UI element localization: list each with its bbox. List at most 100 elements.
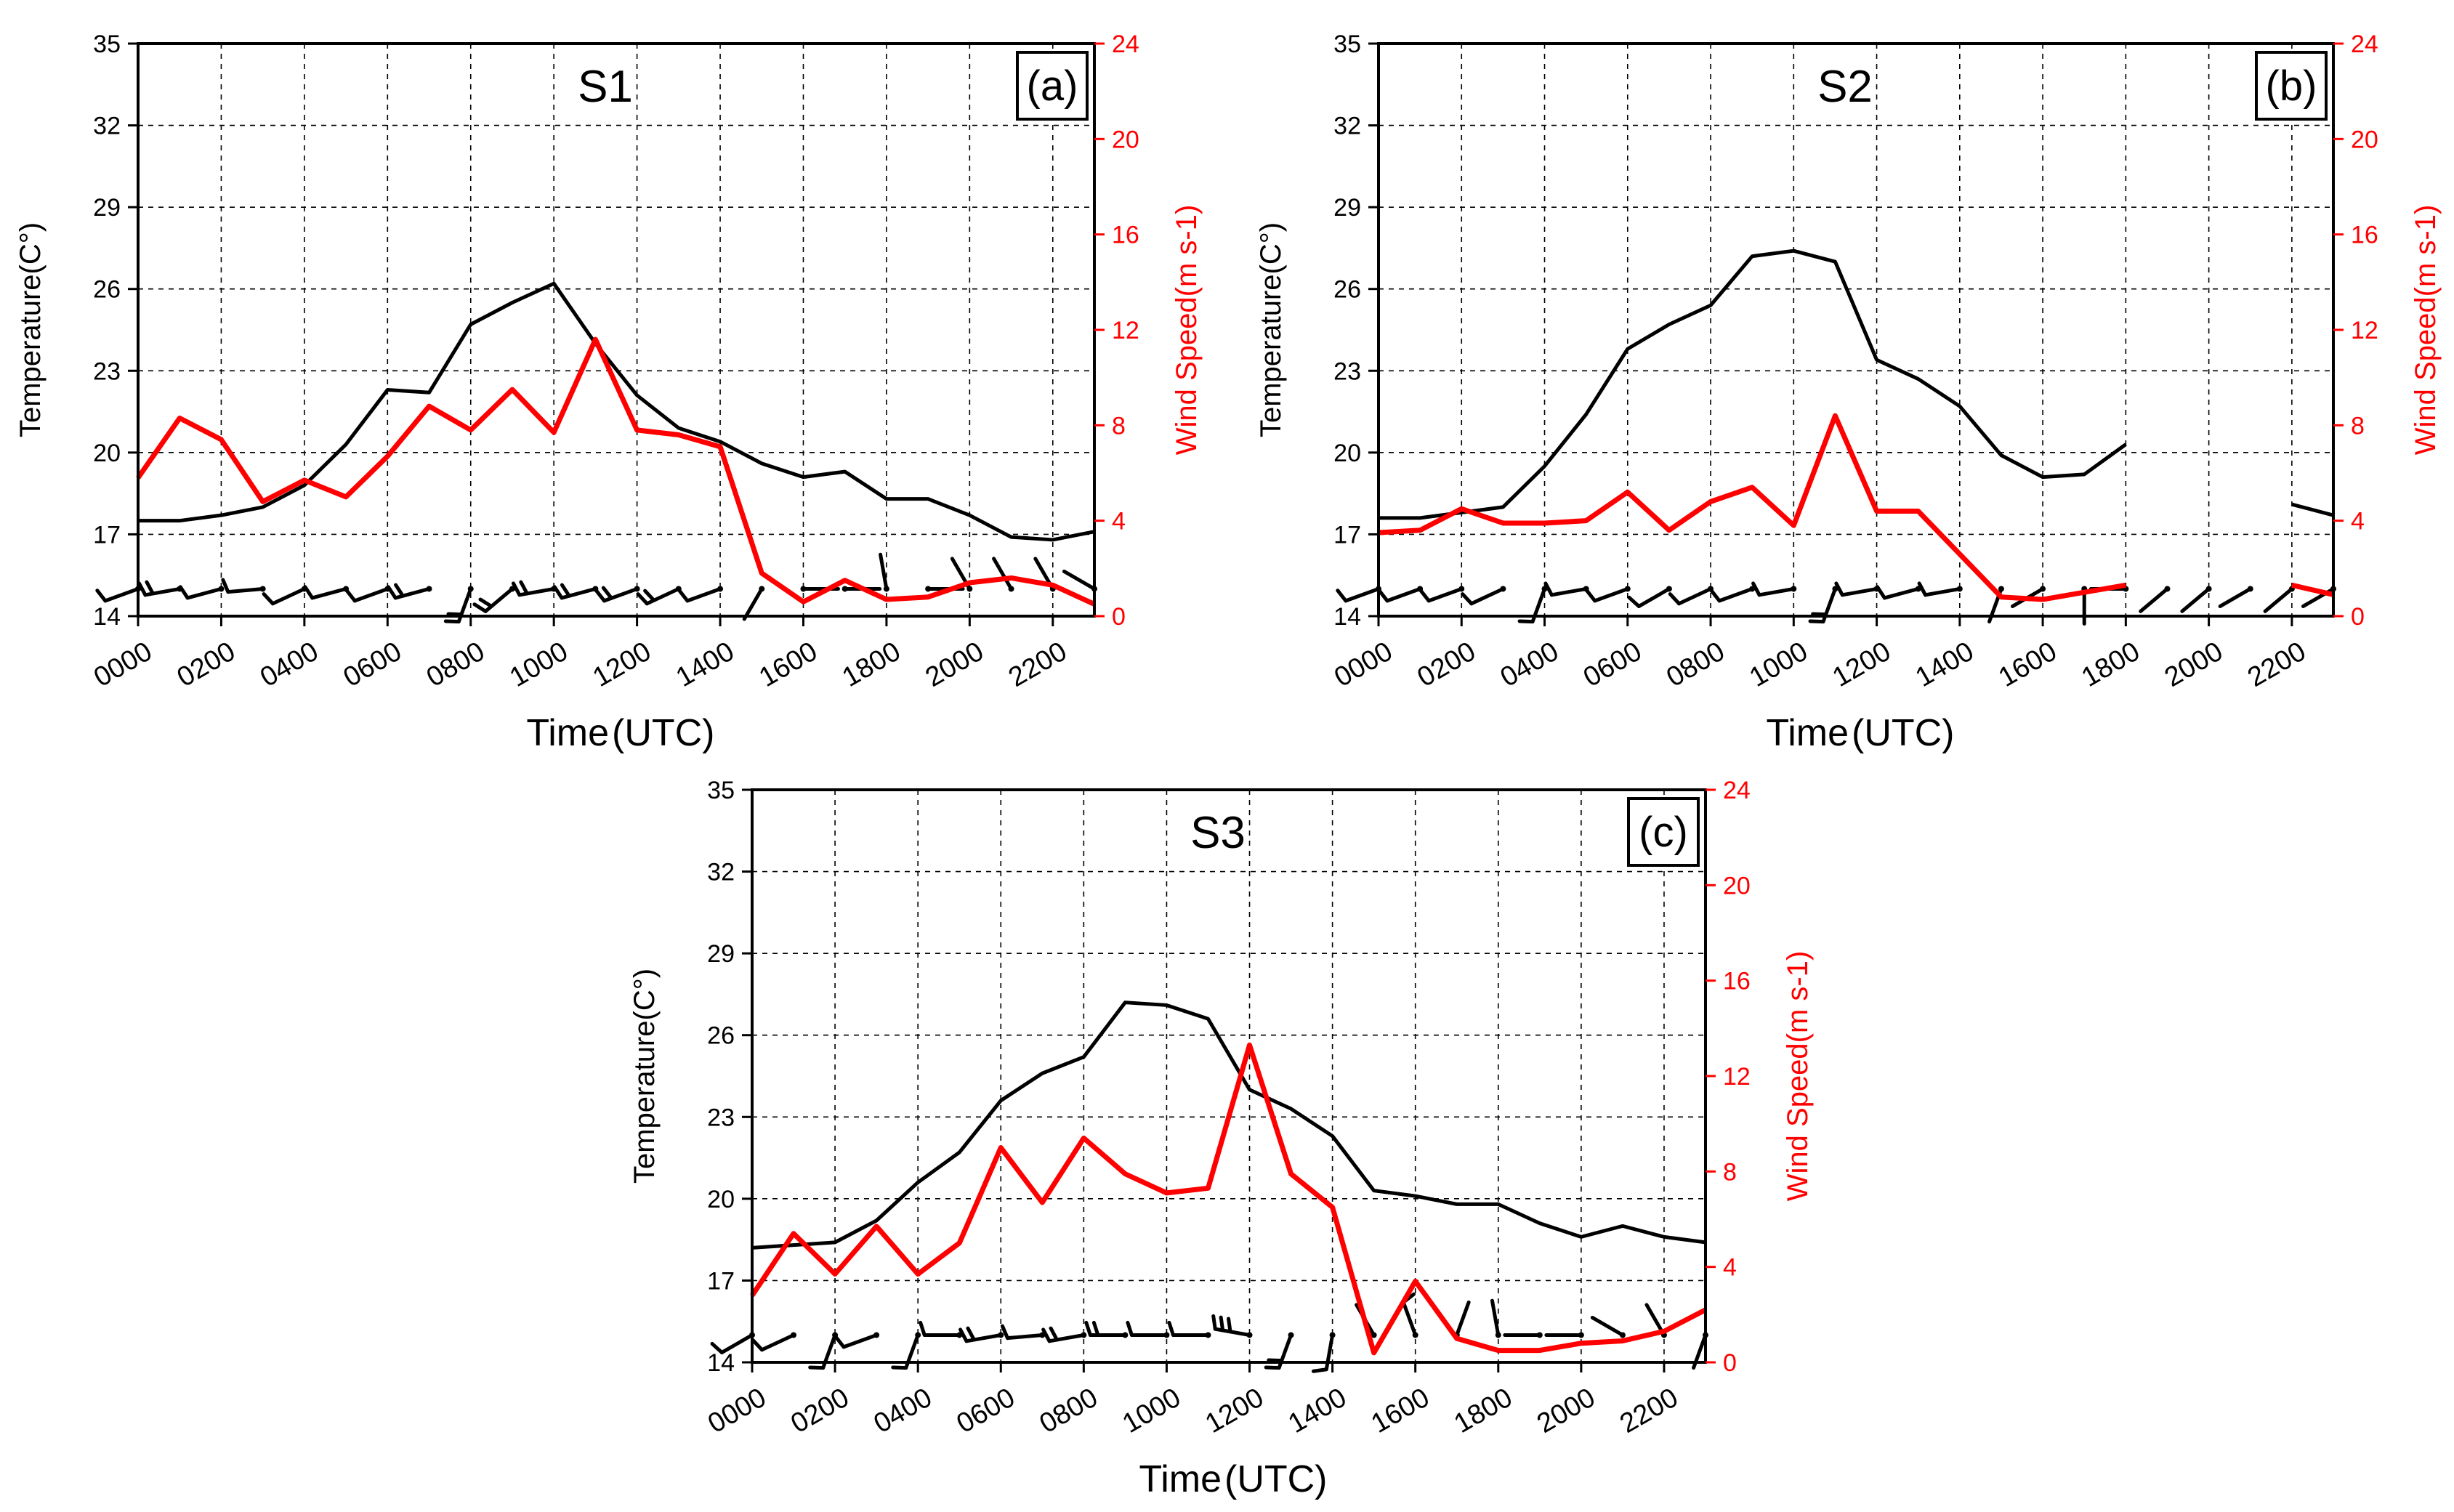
chart-title: S2 <box>1817 62 1873 112</box>
left-tick-label: 20 <box>707 1186 735 1213</box>
x-tick-label: 0800 <box>421 636 490 693</box>
x-tick-label: 1000 <box>1745 636 1813 693</box>
right-tick-label: 16 <box>1723 968 1751 995</box>
left-tick-label: 35 <box>93 31 121 58</box>
wind-barb-station <box>873 1332 880 1338</box>
series-line <box>751 1000 1706 1250</box>
wind-barb-staff <box>1401 1300 1418 1337</box>
wind-barb-station <box>1329 1332 1336 1338</box>
left-tick-label: 20 <box>1333 440 1361 467</box>
wind-barb-staff <box>1385 586 1422 603</box>
wind-barb <box>834 1332 880 1349</box>
wind-barb-station <box>1619 1332 1626 1338</box>
wind-barb <box>1377 586 1424 603</box>
wind-barb-feather <box>1377 589 1389 603</box>
wind-barb-feather <box>677 589 690 603</box>
wind-barb-feather <box>519 580 529 596</box>
right-tick-label: 20 <box>1112 126 1139 153</box>
wind-barb-staff <box>2180 586 2211 613</box>
wind-barb-feather <box>386 585 397 600</box>
left-tick-label: 32 <box>707 859 735 886</box>
left-tick-label: 23 <box>93 357 121 385</box>
series-wind-speed <box>136 336 1096 607</box>
x-tick-label: 1000 <box>1118 1382 1186 1439</box>
wind-barb <box>1709 586 1756 603</box>
wind-barb-station <box>1122 1332 1129 1338</box>
x-tick-label: 1400 <box>1283 1382 1352 1439</box>
wind-barb-feather <box>1709 589 1722 603</box>
wind-barb-feather <box>446 612 464 617</box>
wind-barb <box>1062 569 1097 592</box>
x-tick-label: 0000 <box>89 636 157 693</box>
wind-barb-feather <box>221 578 230 594</box>
wind-barb-feather <box>443 619 461 624</box>
left-tick-label: 35 <box>1333 31 1361 58</box>
wind-barb <box>742 586 765 621</box>
right-tick-label: 16 <box>2351 222 2378 249</box>
wind-barb-feather <box>1219 1315 1225 1333</box>
wind-barb <box>1585 586 1631 603</box>
y-axis-right-label: Wind Speed(m s-1) <box>2410 205 2442 456</box>
wind-barb <box>303 585 350 600</box>
right-tick-label: 24 <box>2351 31 2378 58</box>
wind-barb <box>1490 1298 1501 1338</box>
wind-barb-feather <box>1336 589 1348 603</box>
x-axis-unit: (UTC) <box>612 712 715 754</box>
gridlines <box>752 790 1706 1362</box>
series-line <box>1378 413 2126 602</box>
wind-barb-station <box>1495 1332 1501 1338</box>
wind-barb <box>677 586 724 603</box>
panel-label-box <box>1016 51 1089 121</box>
panel-label: (c) <box>1639 809 1688 856</box>
x-tick-label: 2000 <box>1532 1382 1600 1439</box>
x-tick-label: 2000 <box>2160 636 2228 693</box>
left-tick-label: 23 <box>1333 357 1361 385</box>
left-tick-label: 26 <box>93 276 121 304</box>
panel-label-box <box>2255 51 2328 121</box>
wind-barb-station <box>1578 1332 1584 1338</box>
wind-barb <box>1041 1326 1087 1343</box>
wind-barb-station <box>1536 1332 1543 1338</box>
wind-barb-staff <box>1636 586 1671 608</box>
wind-barb-feather <box>1264 1365 1281 1370</box>
left-tick-label: 14 <box>1333 603 1361 631</box>
wind-barb <box>1084 1320 1129 1338</box>
left-tick-label: 17 <box>1333 521 1361 549</box>
panel-label-box <box>1627 797 1700 867</box>
series-line <box>2291 502 2334 517</box>
chart-panel-s1: 14 17 20 23 26 29 32 35 0 4 8 12 16 20 24 0000 0200 0400 0… <box>15 31 1203 754</box>
wind-barb-station <box>1163 1332 1170 1338</box>
left-tick-label: 23 <box>707 1104 735 1131</box>
x-tick-label: 0000 <box>703 1382 771 1439</box>
x-tick-label: 0600 <box>952 1382 1020 1439</box>
wind-barb-feather <box>594 589 607 603</box>
wind-barb-staff <box>103 586 140 603</box>
chart-title: S3 <box>1190 808 1246 858</box>
wind-barb-station <box>759 586 765 592</box>
wind-barb-staff <box>1005 1333 1044 1341</box>
wind-barb-feather <box>1917 581 1928 597</box>
wind-barb-station <box>1791 586 1797 592</box>
x-tick-label: 0400 <box>1496 636 1564 693</box>
wind-barb-feather <box>511 581 522 597</box>
wind-barb <box>137 580 183 597</box>
wind-barb <box>879 552 889 592</box>
wind-barb-station <box>915 1332 921 1338</box>
left-tick-label: 32 <box>1333 113 1361 140</box>
wind-barb-staff <box>1717 586 1754 603</box>
right-tick-label: 16 <box>1112 222 1139 249</box>
wind-barb-feather <box>834 1335 846 1349</box>
wind-barb-feather <box>1811 612 1828 617</box>
wind-barb-station <box>791 1332 797 1338</box>
wind-barb-feather <box>1461 592 1474 606</box>
wind-barb-station <box>925 586 932 592</box>
wind-barb-feather <box>891 1365 908 1370</box>
wind-barb-feather <box>1418 589 1431 603</box>
x-tick-label: 0800 <box>1035 1382 1103 1439</box>
wind-barb-feather <box>1517 619 1535 624</box>
x-tick-label: 2000 <box>921 636 989 693</box>
wind-barb-staff <box>1344 586 1381 603</box>
series-temperature <box>1379 248 2334 520</box>
wind-barb-station <box>800 586 807 592</box>
wind-barb-feather <box>262 592 275 606</box>
